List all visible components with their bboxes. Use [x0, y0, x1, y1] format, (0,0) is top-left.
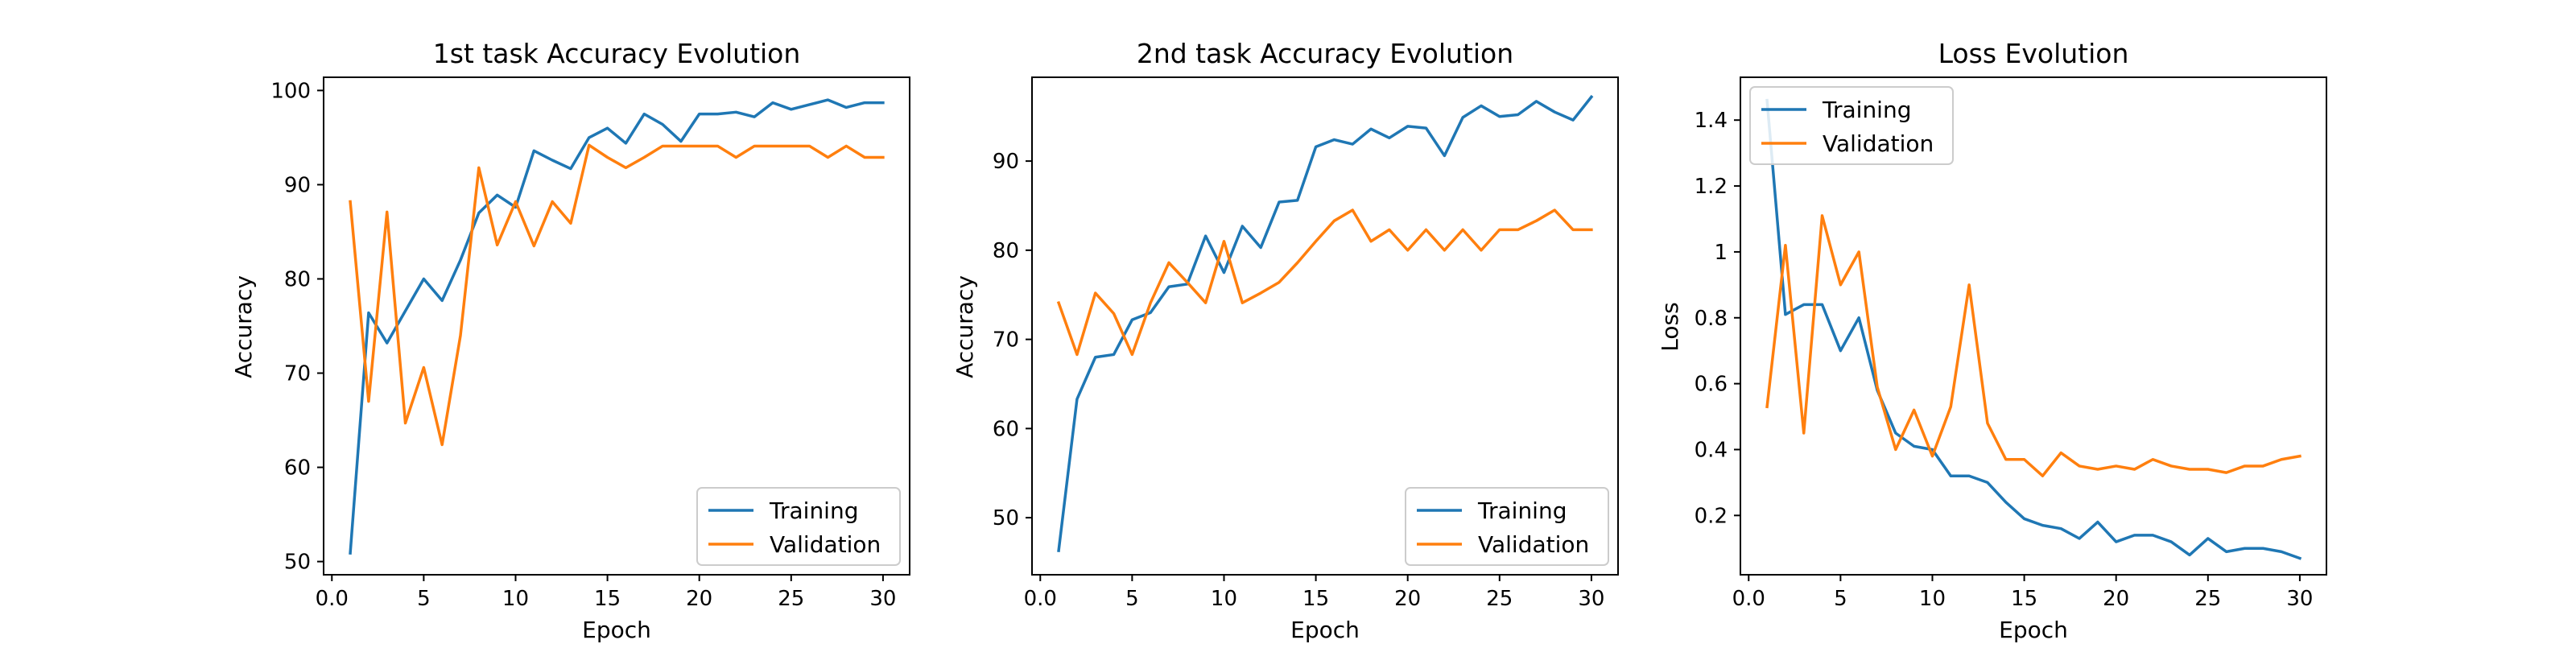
chart-1-ytick-label: 90: [284, 173, 311, 197]
chart-1-xlabel: Epoch: [582, 617, 651, 643]
chart-1-ytick-label: 100: [270, 79, 311, 103]
chart-3-legend-label-validation: Validation: [1823, 130, 1934, 157]
chart-1-title: 1st task Accuracy Evolution: [433, 38, 801, 69]
chart-2-ytick-label: 60: [993, 417, 1019, 441]
chart-2-legend: Training Validation: [1405, 487, 1609, 566]
chart-1-legend-label-validation: Validation: [770, 531, 881, 558]
chart-3-ytick-label: 0.6: [1695, 373, 1728, 397]
chart-2-legend-label-training: Training: [1477, 497, 1567, 524]
chart-2-legend-label-validation: Validation: [1478, 531, 1589, 558]
chart-3-series-validation-line: [1765, 214, 2301, 477]
chart-3-legend-box: [1749, 86, 1954, 165]
chart-3-xtick-label: 0.0: [1732, 587, 1765, 611]
chart-1-xtick-label: 30: [869, 587, 896, 611]
chart-3-plot-area: 0.0 5 10 15 20 25 30 0.2 0.4 0.6 0.8 1 1.2 1.4: [1695, 76, 2327, 611]
chart-3-frame: [1740, 76, 2327, 576]
chart-1-legend-label-training: Training: [769, 497, 858, 524]
chart-2-xlabel: Epoch: [1290, 617, 1360, 643]
chart-2-title: 2nd task Accuracy Evolution: [1137, 38, 1513, 69]
chart-2-xtick-label: 5: [1125, 587, 1139, 611]
chart-1-ytick-label: 80: [284, 267, 311, 291]
chart-1-frame: [323, 76, 910, 576]
chart-1-ytick-label: 60: [284, 456, 311, 481]
chart-3-ytick-label: 1.2: [1695, 175, 1728, 199]
chart-3-legend: Training Validation: [1749, 86, 1954, 165]
chart-3-series-group: [1765, 98, 2302, 560]
chart-1-xtick-label: 15: [594, 587, 621, 611]
chart-2-series-group: [1056, 94, 1594, 553]
chart-1-xtick-label: 0.0: [316, 587, 349, 611]
chart-2-xtick-label: 15: [1302, 587, 1329, 611]
chart-3-xlabel: Epoch: [1999, 617, 2068, 643]
chart-2-ytick-label: 50: [993, 506, 1019, 530]
chart-1-legend: Training Validation: [696, 487, 901, 566]
chart-2-plot-area: 0.0 5 10 15 20 25 30 50 60 70 80 90: [993, 76, 1619, 611]
chart-2-xtick-label: 20: [1394, 587, 1421, 611]
chart-1-plot-area: 0.0 5 10 15 20 25 30 50 60 70 80 90 100: [270, 76, 910, 611]
chart-1-series-group: [349, 98, 885, 555]
chart-3-xtick-label: 25: [2194, 587, 2221, 611]
chart-1-xtick-label: 5: [417, 587, 431, 611]
chart-2-series-validation-line: [1056, 208, 1593, 357]
chart-3-xtick-label: 30: [2286, 587, 2313, 611]
chart-3-ylabel: Loss: [1657, 302, 1683, 351]
chart-3-ytick-label: 1.4: [1695, 109, 1728, 133]
chart-3-ytick-label: 0.8: [1695, 307, 1728, 331]
chart-1-xtick-label: 10: [502, 587, 529, 611]
chart-2-legend-box: [1405, 487, 1609, 566]
chart-1-xtick-label: 25: [778, 587, 804, 611]
chart-3-xtick-label: 20: [2103, 587, 2129, 611]
chart-1-series-training-line: [349, 98, 885, 555]
chart-1-xtick-label: 20: [686, 587, 712, 611]
chart-3-ytick-label: 0.4: [1695, 438, 1728, 462]
chart-2-xtick-label: 0.0: [1024, 587, 1057, 611]
chart-2-ytick-label: 70: [993, 328, 1019, 353]
chart-2-xtick-label: 10: [1211, 587, 1237, 611]
chart-2-ytick-label: 90: [993, 150, 1019, 174]
chart-3-title: Loss Evolution: [1938, 38, 2129, 69]
chart-panel-2: 2nd task Accuracy Evolution Epoch Accura…: [952, 38, 1619, 643]
chart-2-xtick-label: 30: [1578, 587, 1604, 611]
chart-panel-3: Loss Evolution Epoch Loss 0.0 5 10 15 20 25 30…: [1657, 38, 2327, 643]
chart-panel-1: 1st task Accuracy Evolution Epoch Accura…: [230, 38, 910, 643]
chart-3-ytick-label: 1: [1714, 241, 1728, 265]
chart-3-xtick-label: 5: [1834, 587, 1847, 611]
chart-1-ylabel: Accuracy: [230, 275, 257, 378]
chart-1-ytick-label: 70: [284, 362, 311, 386]
chart-3-xtick-label: 15: [2011, 587, 2037, 611]
chart-1-ytick-label: 50: [284, 551, 311, 575]
chart-1-legend-box: [696, 487, 901, 566]
chart-2-frame: [1031, 76, 1619, 576]
chart-2-ylabel: Accuracy: [952, 275, 978, 378]
chart-3-legend-label-training: Training: [1822, 97, 1911, 123]
chart-3-series-training-line: [1765, 98, 2302, 560]
chart-2-xtick-label: 25: [1486, 587, 1513, 611]
chart-3-ytick-label: 0.2: [1695, 504, 1728, 528]
chart-3-xtick-label: 10: [1919, 587, 1946, 611]
chart-2-ytick-label: 80: [993, 239, 1019, 263]
chart-1-series-validation-line: [349, 143, 885, 447]
